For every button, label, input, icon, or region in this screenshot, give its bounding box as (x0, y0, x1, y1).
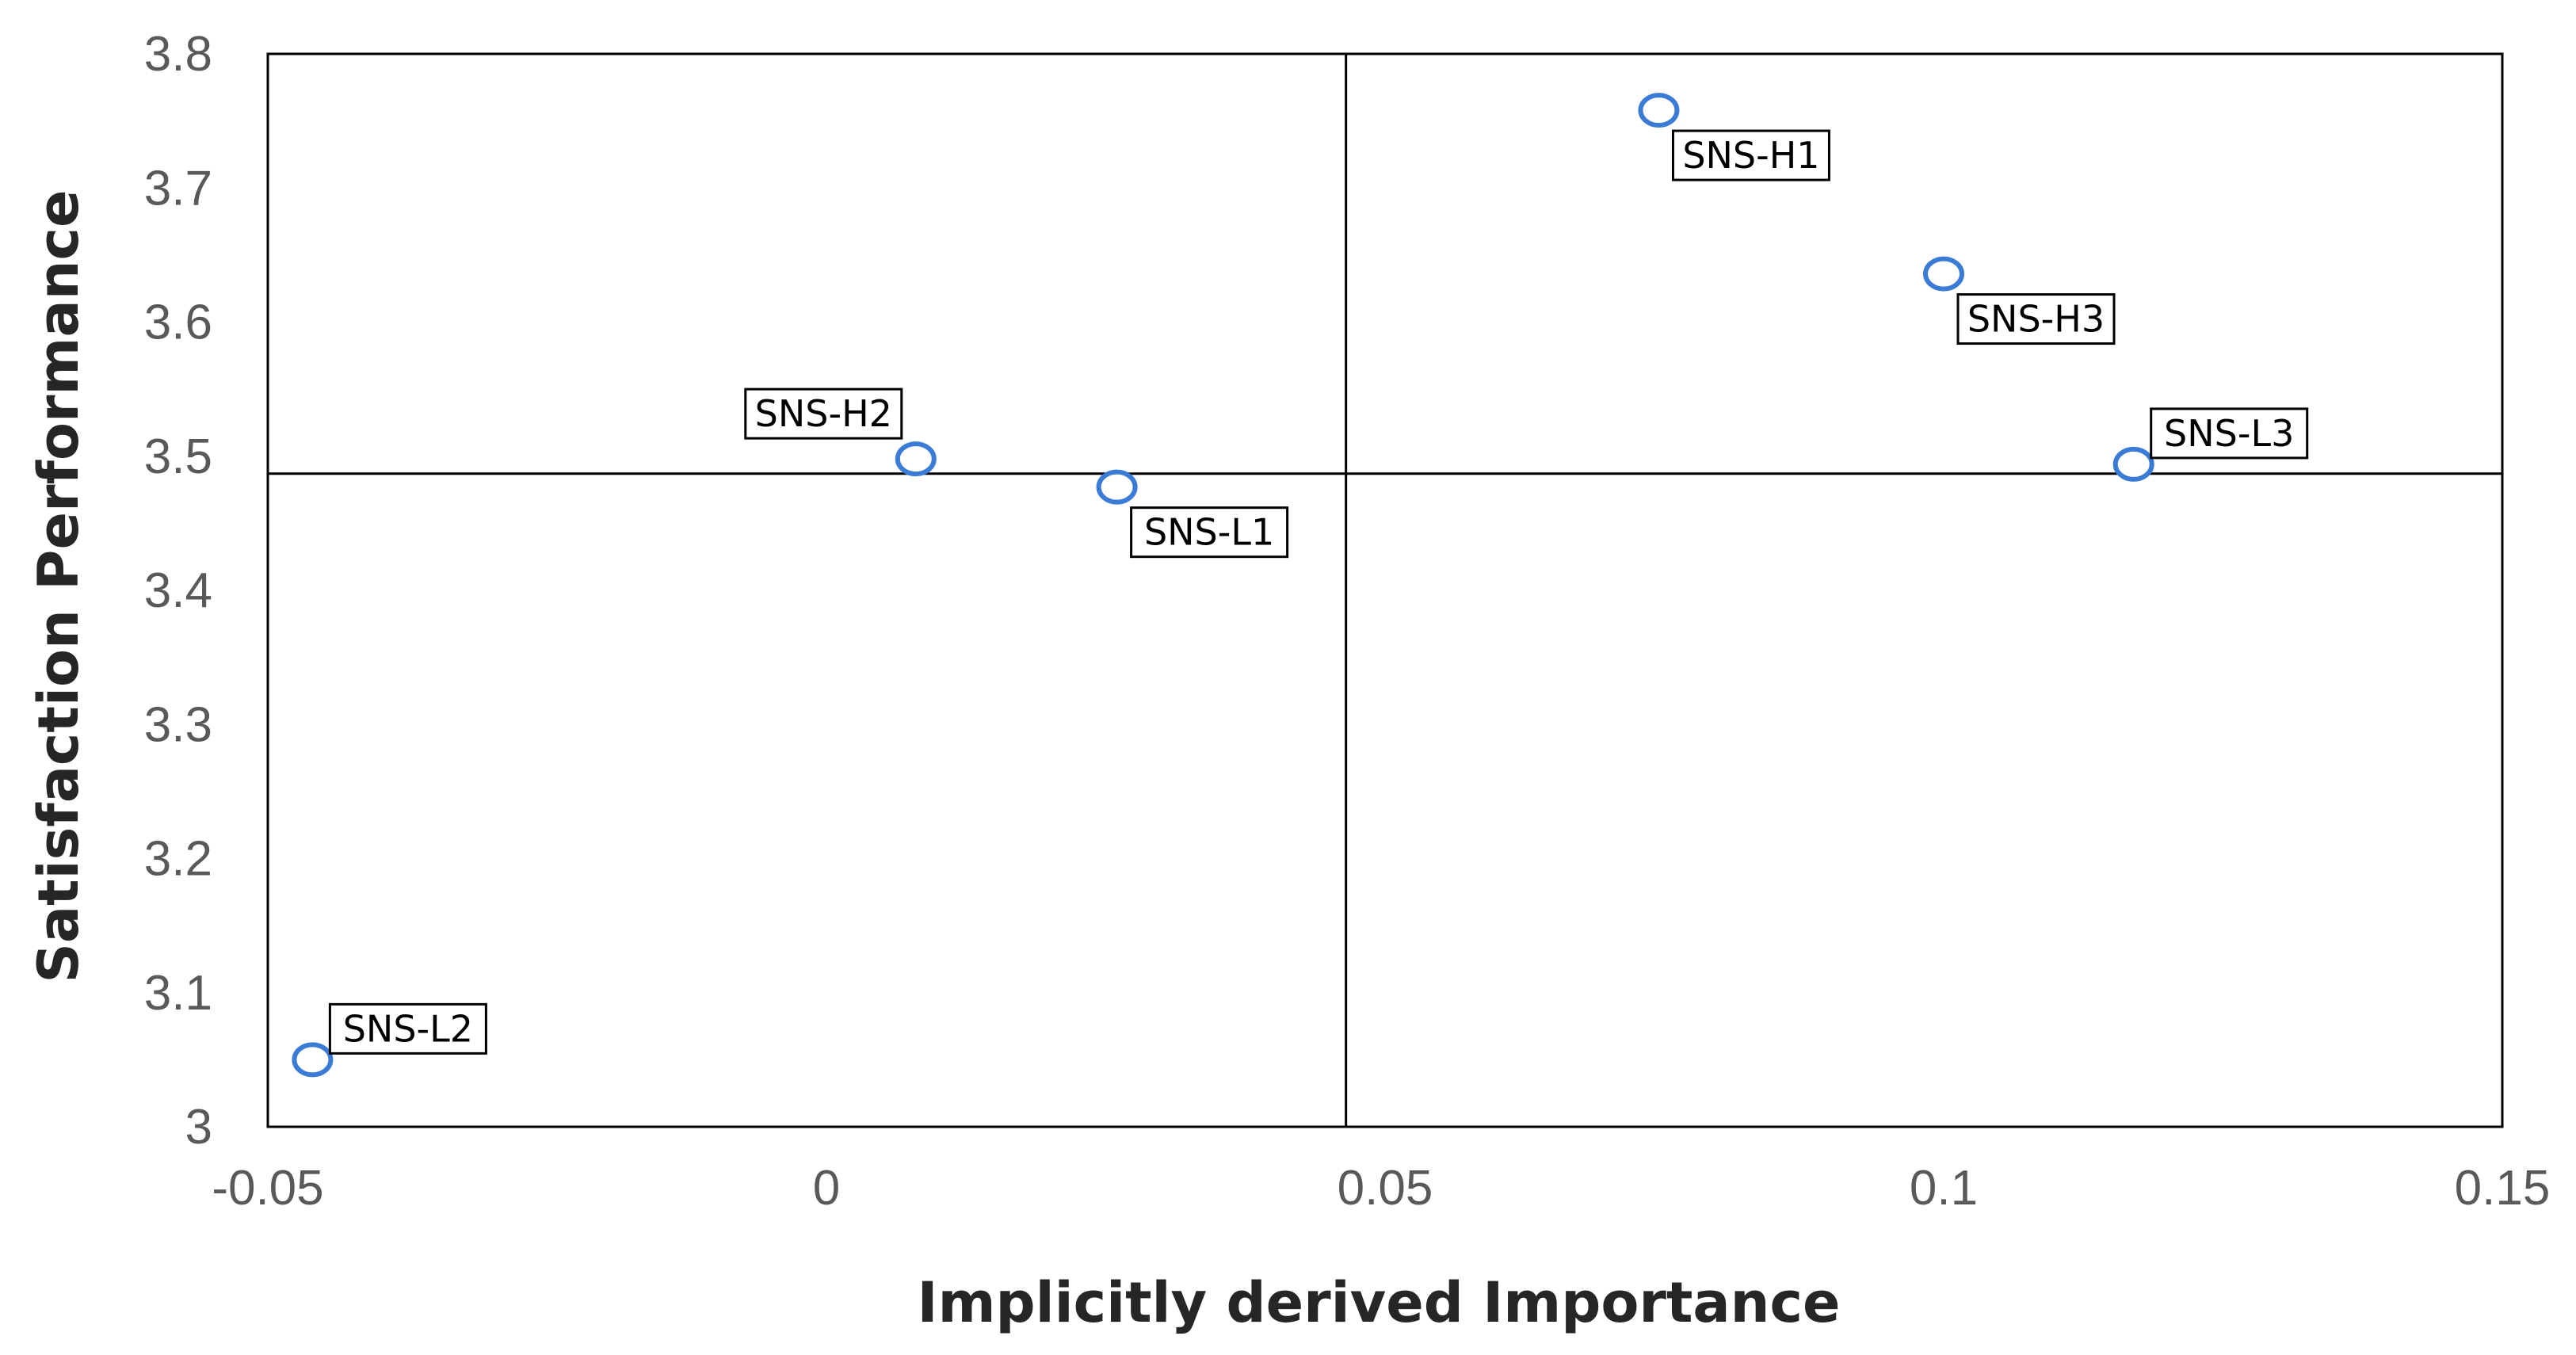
y-tick-label: 3.6 (144, 296, 212, 350)
data-point (1096, 469, 1138, 505)
data-point (292, 1042, 334, 1078)
y-axis-title: Satisfaction Performance (26, 189, 91, 983)
point-label-box (1671, 129, 1830, 181)
point-label: SNS-H2 (744, 387, 903, 440)
point-label-box (2150, 407, 2309, 460)
y-tick-label: 3.8 (144, 27, 212, 82)
point-label: SNS-H1 (1671, 129, 1830, 181)
x-tick-label: 0.15 (2455, 1161, 2551, 1216)
reference-lines (268, 54, 2502, 1127)
x-tick-label: 0.1 (1910, 1161, 1978, 1216)
data-point (895, 441, 937, 477)
point-label-box (1956, 293, 2116, 345)
point-label-text: SNS-H3 (1967, 298, 2105, 341)
axis-ticks: -0.05 0 0.05 0.1 0.15 3 3.1 3.2 3.3 3.4 3.5 3.6 3.7 3… (144, 27, 2551, 1216)
plot-area (266, 52, 2504, 1128)
point-label-box (328, 1002, 487, 1055)
y-tick-label: 3.4 (144, 563, 212, 618)
data-point (1638, 93, 1680, 128)
x-tick-label: 0.05 (1338, 1161, 1433, 1216)
point-label-text: SNS-L1 (1144, 511, 1274, 554)
y-tick-label: 3.1 (144, 966, 212, 1021)
data-point (2112, 446, 2154, 482)
x-tick-label: -0.05 (212, 1161, 323, 1216)
x-tick-label: 0 (813, 1161, 840, 1216)
point-label-text: SNS-H2 (755, 392, 892, 435)
x-axis-title: Implicitly derived Importance (918, 1270, 1841, 1335)
y-tick-label: 3.5 (144, 429, 212, 484)
data-point (1923, 256, 1964, 292)
y-tick-label: 3.7 (144, 161, 212, 216)
point-label-box (744, 387, 903, 440)
point-label-text: SNS-H1 (1682, 134, 1819, 177)
point-label: SNS-L3 (2150, 407, 2309, 460)
point-label-text: SNS-L2 (343, 1007, 473, 1050)
point-label: SNS-H3 (1956, 293, 2116, 345)
y-tick-label: 3 (185, 1100, 212, 1155)
point-label: SNS-L1 (1130, 506, 1289, 559)
point-label-box (1130, 506, 1289, 559)
data-points (292, 93, 2154, 1078)
plot-frame (266, 52, 2504, 1128)
point-label-text: SNS-L3 (2164, 412, 2294, 455)
point-labels: SNS-H1 SNS-H3 SNS-L3 SNS-H2 SNS-L1 SNS-L2 (328, 129, 2309, 1055)
y-tick-label: 3.3 (144, 697, 212, 752)
y-tick-label: 3.2 (144, 832, 212, 887)
point-label: SNS-L2 (328, 1002, 487, 1055)
